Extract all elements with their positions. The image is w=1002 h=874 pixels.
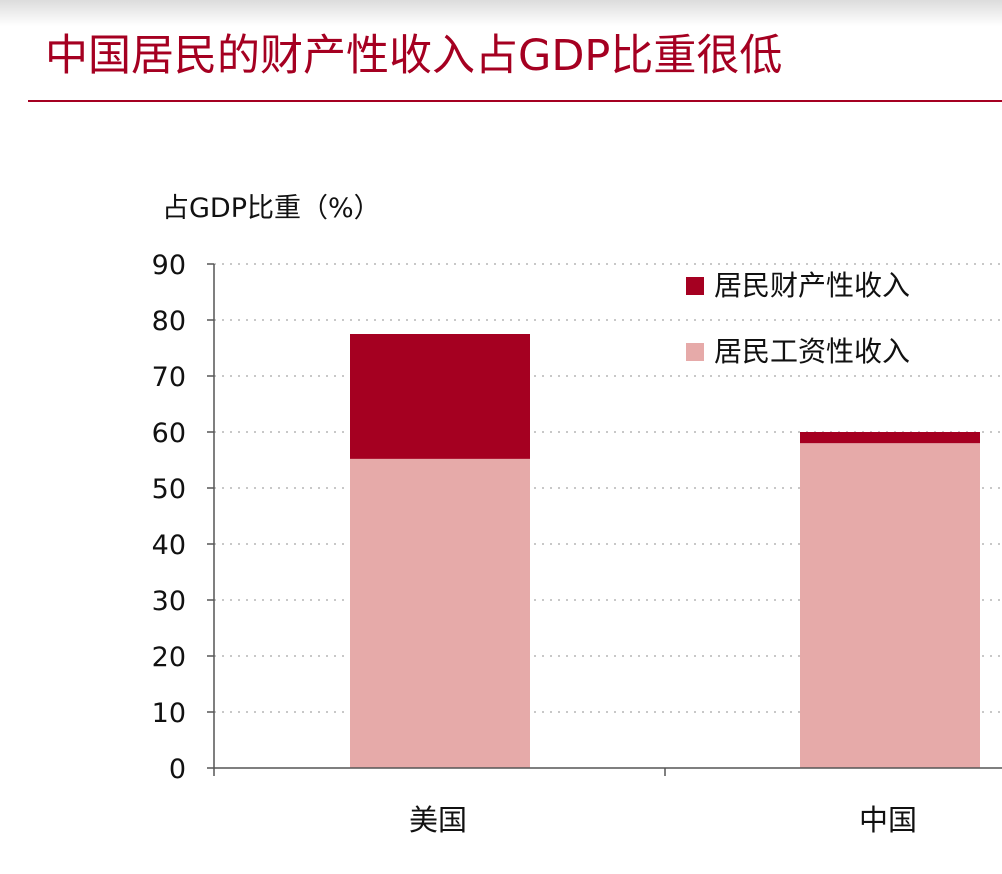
bar-wage-income-0 — [350, 458, 530, 768]
legend-label-wage-income: 居民工资性收入 — [714, 335, 911, 368]
legend-item-wage-income: 居民工资性收入 — [686, 334, 910, 370]
legend-swatch-wage-income — [686, 343, 704, 361]
slide-title: 中国居民的财产性收入占GDP比重很低 — [45, 31, 783, 81]
bar-wage-income-1 — [800, 443, 980, 768]
bar-property-income-0 — [350, 334, 530, 459]
y-tick-label-60: 60 — [152, 418, 186, 449]
legend-label-property-income: 居民财产性收入 — [714, 269, 911, 302]
y-tick-label-70: 70 — [152, 362, 186, 393]
bars — [350, 334, 980, 768]
tick-labels: 0 10 20 30 40 50 60 70 80 90 美国 中国 — [152, 250, 917, 837]
y-tick-label-10: 10 — [152, 698, 186, 729]
x-tick-label-0: 美国 — [409, 803, 467, 837]
axes — [207, 263, 1002, 776]
y-tick-label-0: 0 — [169, 754, 186, 785]
y-tick-label-90: 90 — [152, 250, 186, 281]
legend-swatch-property-income — [686, 277, 704, 295]
title-rule — [28, 100, 1002, 102]
bar-property-income-1 — [800, 432, 980, 444]
y-tick-label-80: 80 — [152, 306, 186, 337]
y-tick-label-20: 20 — [152, 642, 186, 673]
legend-item-property-income: 居民财产性收入 — [686, 268, 910, 304]
y-tick-label-50: 50 — [152, 474, 186, 505]
x-tick-label-1: 中国 — [859, 803, 917, 837]
top-shade — [0, 0, 1002, 26]
legend: 居民财产性收入 居民工资性收入 — [686, 268, 910, 400]
y-tick-label-30: 30 — [152, 586, 186, 617]
y-axis-label: 占GDP比重（%） — [162, 193, 381, 224]
y-tick-label-40: 40 — [152, 530, 186, 561]
